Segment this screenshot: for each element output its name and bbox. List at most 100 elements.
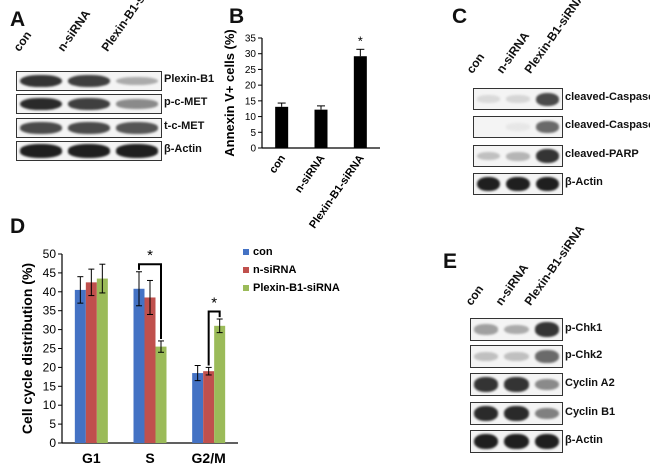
y-tick-label: 5 xyxy=(250,128,256,139)
blot-label: p-Chk2 xyxy=(565,348,603,361)
y-tick-label: 45 xyxy=(43,266,57,280)
blot-band xyxy=(534,407,559,420)
lane-label-plexin-b1-sirna: Plexin-B1-siRNA xyxy=(521,222,588,308)
blot-band xyxy=(474,351,499,361)
bar xyxy=(353,56,367,148)
panel-b-letter: B xyxy=(229,5,245,28)
y-tick-label: 40 xyxy=(43,285,57,299)
bar xyxy=(85,282,97,443)
blot-label: cleaved-PARP xyxy=(565,148,639,160)
blot-strip xyxy=(470,402,563,425)
blot-strip xyxy=(470,373,563,396)
bar xyxy=(96,278,108,443)
y-tick-label: 20 xyxy=(245,81,257,92)
y-tick-label: 15 xyxy=(43,379,57,393)
blot-band xyxy=(506,176,530,192)
blot-band xyxy=(504,377,529,392)
blot-label: p-Chk1 xyxy=(565,321,603,334)
blot-band xyxy=(474,377,499,392)
bar xyxy=(214,325,226,443)
blot-band xyxy=(534,322,559,337)
lane-label-plexin-b1-sirna: Plexin-B1-siRNA xyxy=(98,0,165,54)
blot-band xyxy=(534,433,559,450)
blot-band xyxy=(535,149,559,163)
blot-band xyxy=(477,176,501,192)
blot-band xyxy=(506,95,530,103)
blot-label: Plexin-B1 xyxy=(164,73,215,85)
blot-band xyxy=(116,144,158,158)
legend-label: n-siRNA xyxy=(253,264,296,276)
blot-strip xyxy=(473,116,563,138)
blot-band xyxy=(504,433,529,450)
y-tick-label: 20 xyxy=(43,360,57,374)
panel-c-letter: C xyxy=(452,5,468,28)
blot-label: β-Actin xyxy=(565,176,603,188)
blot-label: Cyclin A2 xyxy=(565,376,615,389)
bar xyxy=(144,297,156,443)
blot-strip xyxy=(16,141,162,161)
blot-strip xyxy=(470,318,563,341)
blot-label: cleaved-Caspase 3 xyxy=(565,91,650,103)
blot-label: p-c-MET xyxy=(164,96,208,108)
y-tick-label: 25 xyxy=(245,65,257,76)
bar xyxy=(203,371,215,443)
bar xyxy=(155,346,167,443)
blot-label: β-Actin xyxy=(565,433,603,446)
blot-band xyxy=(477,95,501,103)
blot-label: cleaved-Caspase 9 xyxy=(565,119,650,131)
y-tick-label: 0 xyxy=(250,144,256,155)
y-tick-label: 50 xyxy=(43,247,57,261)
blot-band xyxy=(477,151,501,161)
bar xyxy=(74,289,86,443)
legend-label: con xyxy=(253,246,273,258)
significance-mark: * xyxy=(358,33,363,48)
blot-strip xyxy=(473,173,563,195)
y-tick-label: 25 xyxy=(43,342,57,356)
blot-strip xyxy=(16,118,162,138)
blot-band xyxy=(116,76,158,86)
bar xyxy=(192,373,204,443)
blot-band xyxy=(506,151,530,161)
blot-strip xyxy=(473,88,563,110)
panel-a-letter: A xyxy=(10,8,26,31)
y-tick-label: 30 xyxy=(245,49,257,60)
y-axis-title: Annexin V+ cells (%) xyxy=(222,29,237,157)
lane-label-n-sirna: n-siRNA xyxy=(54,7,94,54)
blot-label: t-c-MET xyxy=(164,120,205,132)
x-tick-label: G2/M xyxy=(192,450,226,466)
x-tick-label: n-siRNA xyxy=(293,153,328,195)
x-tick-label: con xyxy=(267,153,288,176)
blot-band xyxy=(68,144,110,158)
blot-band xyxy=(474,433,499,450)
legend-swatch xyxy=(243,285,249,291)
y-tick-label: 10 xyxy=(43,398,57,412)
blot-band xyxy=(68,74,110,88)
y-tick-label: 30 xyxy=(43,323,57,337)
significance-mark: * xyxy=(147,247,153,264)
blot-band xyxy=(504,406,529,421)
blot-band xyxy=(504,324,529,335)
bar xyxy=(133,288,145,443)
blot-band xyxy=(534,350,559,363)
y-tick-label: 5 xyxy=(49,417,56,431)
blot-strip xyxy=(16,71,162,91)
legend-label: Plexin-B1-siRNA xyxy=(253,282,340,294)
bar xyxy=(314,109,328,148)
significance-bracket xyxy=(207,310,221,366)
blot-band xyxy=(68,97,110,111)
y-tick-label: 15 xyxy=(245,96,257,107)
blot-band xyxy=(506,123,530,131)
x-tick-label: G1 xyxy=(82,450,101,466)
blot-band xyxy=(116,99,158,109)
blot-band xyxy=(534,378,559,391)
panel-d-letter: D xyxy=(10,215,26,238)
legend-swatch xyxy=(243,267,249,273)
x-tick-label: S xyxy=(145,450,154,466)
y-axis-title: Cell cycle distribution (%) xyxy=(19,263,35,434)
lane-label-con: con xyxy=(463,50,488,76)
blot-band xyxy=(20,74,62,88)
panel-e-letter: E xyxy=(443,250,458,273)
y-tick-label: 35 xyxy=(245,34,257,45)
blot-strip xyxy=(470,345,563,368)
bar xyxy=(275,106,289,148)
